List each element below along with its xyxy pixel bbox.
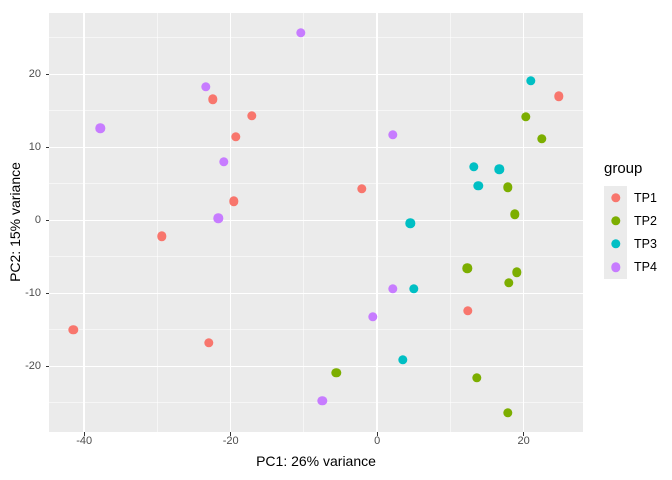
gridline-minor-horizontal [49, 256, 583, 258]
data-point-TP1 [463, 306, 473, 316]
data-point-TP3 [409, 284, 419, 294]
data-point-TP2 [537, 133, 547, 144]
gridline-major-vertical [229, 13, 232, 432]
data-point-TP4 [317, 395, 327, 406]
data-point-TP2 [504, 278, 514, 288]
gridline-major-horizontal [49, 146, 583, 149]
legend-key-dot-TP4 [610, 262, 621, 272]
data-point-TP4 [368, 311, 378, 322]
gridline-major-horizontal [49, 292, 583, 295]
y-tick-mark [45, 365, 49, 367]
legend-key-dot-TP1 [610, 192, 621, 203]
gridline-minor-vertical [303, 13, 305, 432]
y-tick-mark [45, 292, 49, 294]
data-point-TP1 [68, 325, 78, 335]
legend-item-label: TP2 [634, 213, 657, 228]
data-point-TP1 [247, 111, 257, 121]
data-point-TP4 [201, 82, 211, 92]
legend-item-TP1: TP1 [604, 186, 657, 210]
data-point-TP3 [469, 162, 479, 172]
x-tick-mark [230, 432, 232, 436]
x-tick-label: 20 [517, 435, 530, 447]
data-point-TP1 [228, 196, 239, 207]
data-point-TP1 [357, 184, 367, 194]
y-tick-mark [45, 146, 49, 148]
y-tick-mark [45, 219, 49, 221]
legend-key-TP3 [604, 232, 627, 256]
legend-key-dot-TP2 [610, 216, 621, 226]
y-tick-mark [45, 73, 49, 75]
gridline-minor-horizontal [49, 402, 583, 404]
legend-item-TP2: TP2 [604, 209, 657, 233]
gridline-minor-horizontal [49, 183, 583, 185]
plot-panel [49, 13, 583, 432]
y-tick-label: 10 [28, 141, 41, 154]
y-tick-label: 0 [34, 214, 41, 227]
data-point-TP4 [95, 123, 105, 134]
data-point-TP2 [502, 182, 513, 193]
data-point-TP1 [203, 338, 214, 348]
data-point-TP4 [387, 130, 398, 140]
x-tick-mark [523, 432, 525, 436]
x-tick-label: 0 [374, 435, 381, 447]
gridline-minor-horizontal [49, 110, 583, 112]
legend-title: group [604, 160, 643, 177]
y-tick-label: 20 [28, 68, 41, 81]
data-point-TP1 [554, 91, 564, 101]
gridline-minor-horizontal [49, 329, 583, 331]
legend-items: TP1 TP2 TP3 TP4 [604, 186, 657, 279]
gridline-minor-vertical [449, 13, 451, 432]
data-point-TP2 [472, 373, 482, 383]
legend-item-label: TP4 [634, 260, 657, 275]
x-axis-title: PC1: 26% variance [256, 453, 376, 469]
data-point-TP1 [157, 231, 167, 242]
gridline-major-vertical [83, 13, 85, 432]
gridline-major-horizontal [49, 365, 583, 368]
legend-item-TP4: TP4 [604, 255, 657, 279]
gridline-minor-horizontal [49, 37, 583, 39]
legend-key-TP2 [604, 209, 627, 233]
data-point-TP2 [331, 368, 341, 378]
data-point-TP1 [231, 132, 241, 142]
gridline-minor-vertical [156, 13, 158, 432]
data-point-TP3 [473, 181, 483, 191]
data-point-TP4 [296, 28, 306, 38]
data-point-TP1 [208, 94, 218, 104]
legend-item-label: TP3 [634, 236, 657, 251]
y-tick-label: -10 [25, 287, 41, 300]
data-point-TP3 [405, 218, 415, 228]
legend-key-dot-TP3 [610, 239, 621, 249]
gridline-major-vertical [376, 13, 378, 432]
x-tick-label: -40 [76, 435, 93, 447]
legend-key-TP1 [604, 186, 627, 210]
x-tick-label: -20 [222, 435, 239, 447]
legend-item-label: TP1 [634, 190, 657, 205]
gridline-major-horizontal [49, 73, 583, 76]
data-point-TP2 [510, 209, 520, 220]
data-point-TP4 [213, 213, 223, 223]
data-point-TP2 [462, 263, 472, 274]
legend: group TP1 TP2 TP3 TP4 [604, 160, 657, 279]
data-point-TP2 [512, 267, 522, 277]
data-point-TP4 [387, 284, 398, 294]
legend-item-TP3: TP3 [604, 232, 657, 256]
data-point-TP4 [219, 157, 229, 167]
legend-key-TP4 [604, 255, 627, 279]
data-point-TP3 [526, 76, 536, 86]
y-axis-title: PC2: 15% variance [7, 162, 23, 282]
data-point-TP2 [521, 111, 531, 122]
gridline-major-vertical [522, 13, 525, 432]
gridline-major-horizontal [49, 219, 583, 222]
x-tick-mark [83, 432, 85, 436]
data-point-TP3 [398, 355, 408, 365]
data-point-TP2 [502, 408, 513, 418]
x-tick-mark [376, 432, 378, 436]
y-tick-label: -20 [25, 360, 41, 373]
data-point-TP3 [494, 164, 505, 174]
